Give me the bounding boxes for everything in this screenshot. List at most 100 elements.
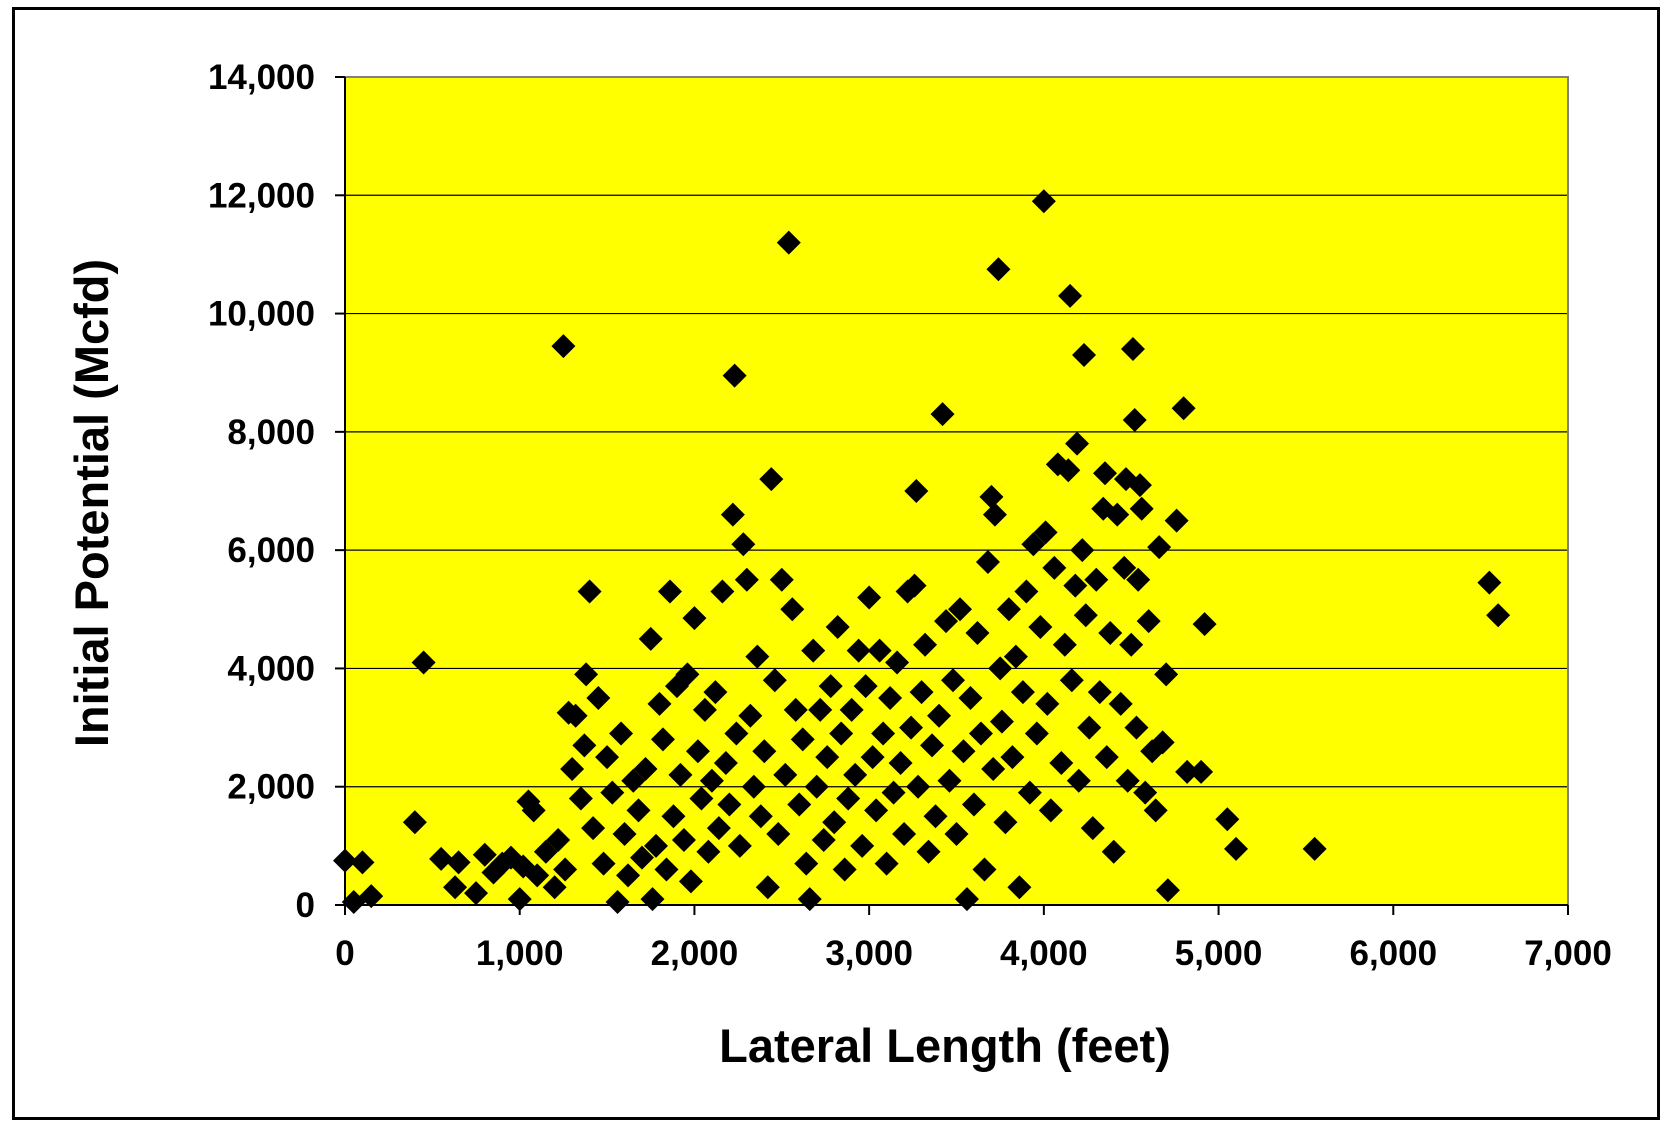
- data-point: [682, 606, 707, 631]
- data-point: [563, 703, 588, 728]
- data-point: [913, 632, 938, 657]
- data-point: [1056, 458, 1081, 483]
- data-point: [790, 727, 815, 752]
- data-point: [1147, 535, 1172, 560]
- data-point: [981, 756, 1006, 781]
- data-point: [1017, 780, 1042, 805]
- data-point: [600, 780, 625, 805]
- data-point: [780, 597, 805, 622]
- data-point: [755, 875, 780, 900]
- data-point: [671, 827, 696, 852]
- data-point: [675, 662, 700, 687]
- data-points: [333, 189, 1511, 915]
- data-point: [591, 851, 616, 876]
- data-point: [1010, 680, 1035, 705]
- data-point: [1129, 496, 1154, 521]
- data-point: [846, 638, 871, 663]
- data-point: [881, 780, 906, 805]
- data-point: [871, 721, 896, 746]
- data-point: [654, 857, 679, 882]
- data-point: [650, 727, 675, 752]
- data-point: [923, 804, 948, 829]
- data-point: [402, 810, 427, 835]
- data-point: [560, 756, 585, 781]
- data-point: [885, 650, 910, 675]
- data-point: [773, 762, 798, 787]
- data-point: [1133, 780, 1158, 805]
- data-point: [982, 502, 1007, 527]
- data-point: [678, 869, 703, 894]
- data-point: [668, 762, 693, 787]
- x-tick-label: 3,000: [825, 934, 913, 973]
- data-point: [902, 573, 927, 598]
- data-point: [748, 804, 773, 829]
- data-point: [350, 850, 375, 875]
- y-axis-title: Initial Potential (Mcfd): [65, 259, 118, 747]
- data-point: [1063, 573, 1088, 598]
- data-point: [692, 697, 717, 722]
- x-tick-label: 1,000: [476, 934, 564, 973]
- data-point: [864, 798, 889, 823]
- data-point: [1038, 798, 1063, 823]
- data-point: [1042, 555, 1067, 580]
- data-point: [1105, 502, 1130, 527]
- data-point: [892, 822, 917, 847]
- data-point: [1155, 878, 1180, 903]
- data-point: [958, 686, 983, 710]
- data-point: [553, 857, 578, 882]
- data-point: [533, 839, 558, 864]
- data-point: [572, 733, 597, 758]
- data-point: [1189, 759, 1214, 784]
- data-point: [1003, 644, 1028, 669]
- data-point: [696, 839, 721, 864]
- data-point: [1073, 603, 1098, 628]
- data-point: [577, 579, 602, 604]
- data-point: [630, 845, 655, 870]
- y-tick-label: 2,000: [227, 768, 315, 807]
- data-point: [657, 579, 682, 604]
- data-point: [689, 786, 714, 811]
- data-point: [857, 585, 882, 610]
- data-point: [1033, 520, 1058, 545]
- data-point: [446, 850, 471, 875]
- data-point: [934, 609, 959, 634]
- data-point: [825, 615, 850, 640]
- data-point: [1058, 283, 1083, 308]
- data-point: [874, 851, 899, 876]
- data-point: [464, 881, 489, 906]
- data-point: [741, 774, 766, 799]
- data-point: [988, 656, 1013, 681]
- data-point: [818, 674, 843, 699]
- data-point: [1007, 875, 1032, 900]
- data-point: [1122, 408, 1147, 433]
- data-point: [822, 810, 847, 835]
- data-point: [661, 804, 686, 829]
- data-point: [860, 745, 885, 770]
- x-tick-label: 2,000: [651, 934, 739, 973]
- data-point: [546, 827, 571, 852]
- data-point: [1143, 798, 1168, 823]
- data-point: [920, 733, 945, 758]
- data-point: [612, 822, 637, 847]
- data-point: [996, 597, 1021, 622]
- data-point: [1014, 579, 1039, 604]
- data-point: [734, 567, 759, 592]
- data-point: [745, 644, 770, 669]
- data-point: [643, 833, 668, 858]
- data-point: [1136, 609, 1161, 634]
- data-point: [1035, 691, 1060, 716]
- data-point: [717, 792, 742, 817]
- data-point: [961, 792, 986, 817]
- data-point: [930, 402, 955, 427]
- data-point: [1093, 461, 1118, 486]
- data-point: [1124, 715, 1149, 740]
- data-point: [1154, 662, 1179, 687]
- data-point: [808, 697, 833, 722]
- data-point: [521, 798, 546, 823]
- data-point: [904, 479, 929, 503]
- data-point: [1115, 768, 1140, 793]
- data-point: [1021, 532, 1046, 557]
- data-point: [787, 792, 812, 817]
- data-point: [1052, 632, 1077, 657]
